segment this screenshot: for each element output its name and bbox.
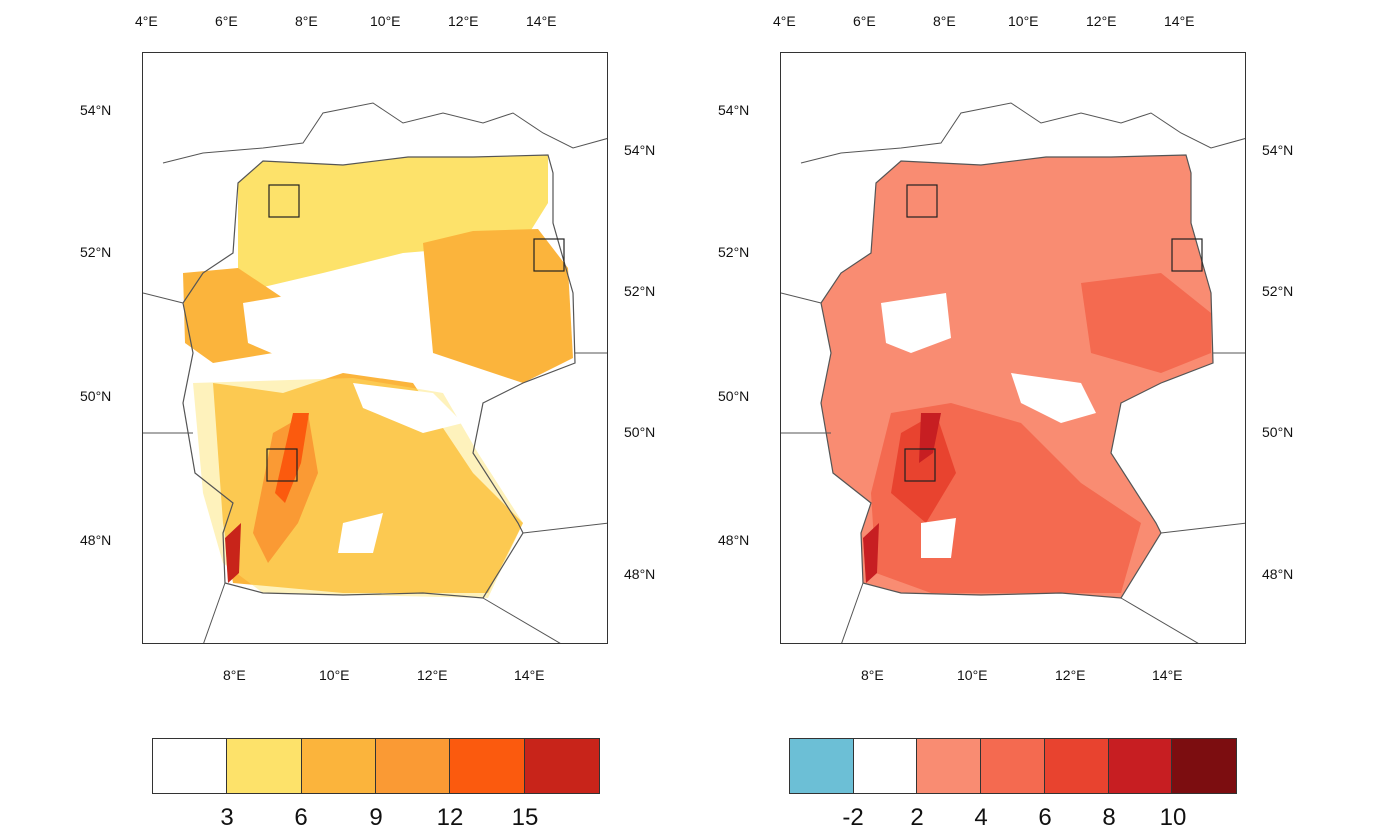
top-lon-label: 12°E [448,13,479,29]
right-lat-label: 48°N [1262,566,1294,582]
colorbar-label: 3 [220,804,234,831]
colorbar-label: 2 [910,804,924,831]
colorbar-label: 6 [1038,804,1052,831]
bottom-lon-label: 10°E [957,667,988,683]
top-lon-label: 6°E [215,13,238,29]
map-frame [142,52,608,644]
colorbar-swatch [917,739,982,793]
colorbar-label: 9 [369,804,383,831]
region-hot [891,413,956,523]
colorbar-swatch [1172,739,1236,793]
right-lat-label: 52°N [624,283,656,299]
top-lon-label: 8°E [295,13,318,29]
map-frame [780,52,1246,644]
colorbar-swatch [981,739,1045,793]
top-lon-label: 10°E [1008,13,1039,29]
colorbar-swatch [227,739,302,793]
colorbar-swatch [450,739,525,793]
gap-1 [881,293,951,353]
region-low [238,155,548,293]
right-lat-label: 52°N [1262,283,1294,299]
study-box-south [266,448,298,482]
colorbar-swatch [375,739,451,793]
top-lon-label: 8°E [933,13,956,29]
gap-2 [353,383,463,433]
study-box-east [1171,238,1203,272]
colorbar-swatch [153,739,228,793]
left-lat-label: 48°N [80,532,112,548]
gap-2 [1011,373,1096,423]
left-lat-label: 48°N [718,532,750,548]
region-hotter [919,413,941,463]
bottom-lon-label: 8°E [861,667,884,683]
bottom-lon-label: 12°E [1055,667,1086,683]
colorbar-left [152,738,600,794]
right-lat-label: 50°N [1262,424,1294,440]
bottom-lon-label: 14°E [1152,667,1183,683]
top-lon-label: 4°E [135,13,158,29]
colorbar-swatch [301,739,376,793]
region-east [423,229,573,383]
coastline [800,102,1245,164]
bottom-lon-label: 8°E [223,667,246,683]
left-lat-label: 54°N [80,102,112,118]
top-lon-label: 14°E [1164,13,1195,29]
colorbar-label: 8 [1102,804,1116,831]
colorbar-label: 6 [294,804,308,831]
left-lat-label: 50°N [718,388,750,404]
colorbar-label: -2 [842,804,864,831]
region-south-light [193,378,523,598]
coastline [162,102,607,164]
colorbar-label: 4 [974,804,988,831]
gap-4 [781,53,876,303]
colorbar-swatch [790,739,854,793]
colorbar-swatch [1108,739,1173,793]
map-panel-right: 4°E 6°E 8°E 10°E 12°E 14°E 8°E 10°E 12°E… [718,0,1293,700]
region-east [1081,273,1211,373]
colorbar-label: 12 [436,804,464,831]
neighbor-border [781,292,1245,643]
study-box-south [904,448,936,482]
gap-1 [243,293,318,358]
right-lat-label: 54°N [624,142,656,158]
gap-3 [921,518,956,558]
study-box-north [268,184,300,218]
left-lat-label: 50°N [80,388,112,404]
colorbar-swatch [524,739,599,793]
left-lat-label: 54°N [718,102,750,118]
gap-3 [338,513,383,553]
study-box-north [906,184,938,218]
map-canvas [143,102,607,643]
region-hottest [225,523,241,583]
top-lon-label: 14°E [526,13,557,29]
top-lon-label: 12°E [1086,13,1117,29]
top-lon-label: 10°E [370,13,401,29]
colorbar-swatch [853,739,918,793]
left-lat-label: 52°N [718,244,750,260]
right-lat-label: 54°N [1262,142,1294,158]
colorbar-swatch [1044,739,1109,793]
colorbar-label: 15 [511,804,539,831]
top-lon-label: 6°E [853,13,876,29]
left-lat-label: 52°N [80,244,112,260]
bottom-lon-label: 12°E [417,667,448,683]
colorbar-right [789,738,1237,794]
bottom-lon-label: 14°E [514,667,545,683]
right-lat-label: 50°N [624,424,656,440]
top-lon-label: 4°E [773,13,796,29]
study-box-east [533,238,565,272]
right-lat-label: 48°N [624,566,656,582]
map-canvas [781,53,1245,643]
map-panel-left: 4°E 6°E 8°E 10°E 12°E 14°E 8°E 10°E 12°E… [80,0,655,700]
bottom-lon-label: 10°E [319,667,350,683]
neighbor-border [143,292,607,643]
colorbar-label: 10 [1159,804,1187,831]
region-hottest [863,523,879,583]
